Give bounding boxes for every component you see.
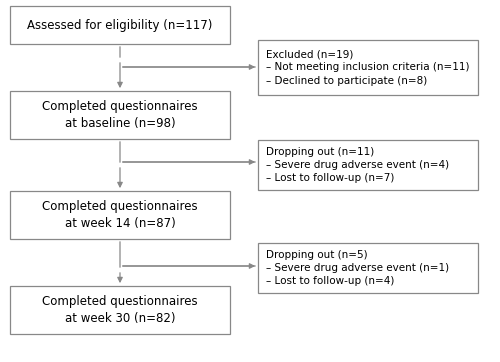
Text: Completed questionnaires
at week 14 (n=87): Completed questionnaires at week 14 (n=8… — [42, 200, 198, 230]
Bar — [10, 286, 230, 334]
Text: Assessed for eligibility (n=117): Assessed for eligibility (n=117) — [28, 18, 212, 31]
Text: Completed questionnaires
at week 30 (n=82): Completed questionnaires at week 30 (n=8… — [42, 295, 198, 325]
Text: Completed questionnaires
at baseline (n=98): Completed questionnaires at baseline (n=… — [42, 100, 198, 130]
Bar — [258, 140, 478, 190]
Text: Excluded (n=19)
– Not meeting inclusion criteria (n=11)
– Declined to participat: Excluded (n=19) – Not meeting inclusion … — [266, 49, 470, 86]
Bar — [10, 191, 230, 239]
Bar — [258, 243, 478, 293]
Bar — [10, 91, 230, 139]
Bar — [10, 6, 230, 44]
Text: Dropping out (n=11)
– Severe drug adverse event (n=4)
– Lost to follow-up (n=7): Dropping out (n=11) – Severe drug advers… — [266, 147, 449, 183]
Bar — [258, 40, 478, 95]
Text: Dropping out (n=5)
– Severe drug adverse event (n=1)
– Lost to follow-up (n=4): Dropping out (n=5) – Severe drug adverse… — [266, 250, 449, 286]
